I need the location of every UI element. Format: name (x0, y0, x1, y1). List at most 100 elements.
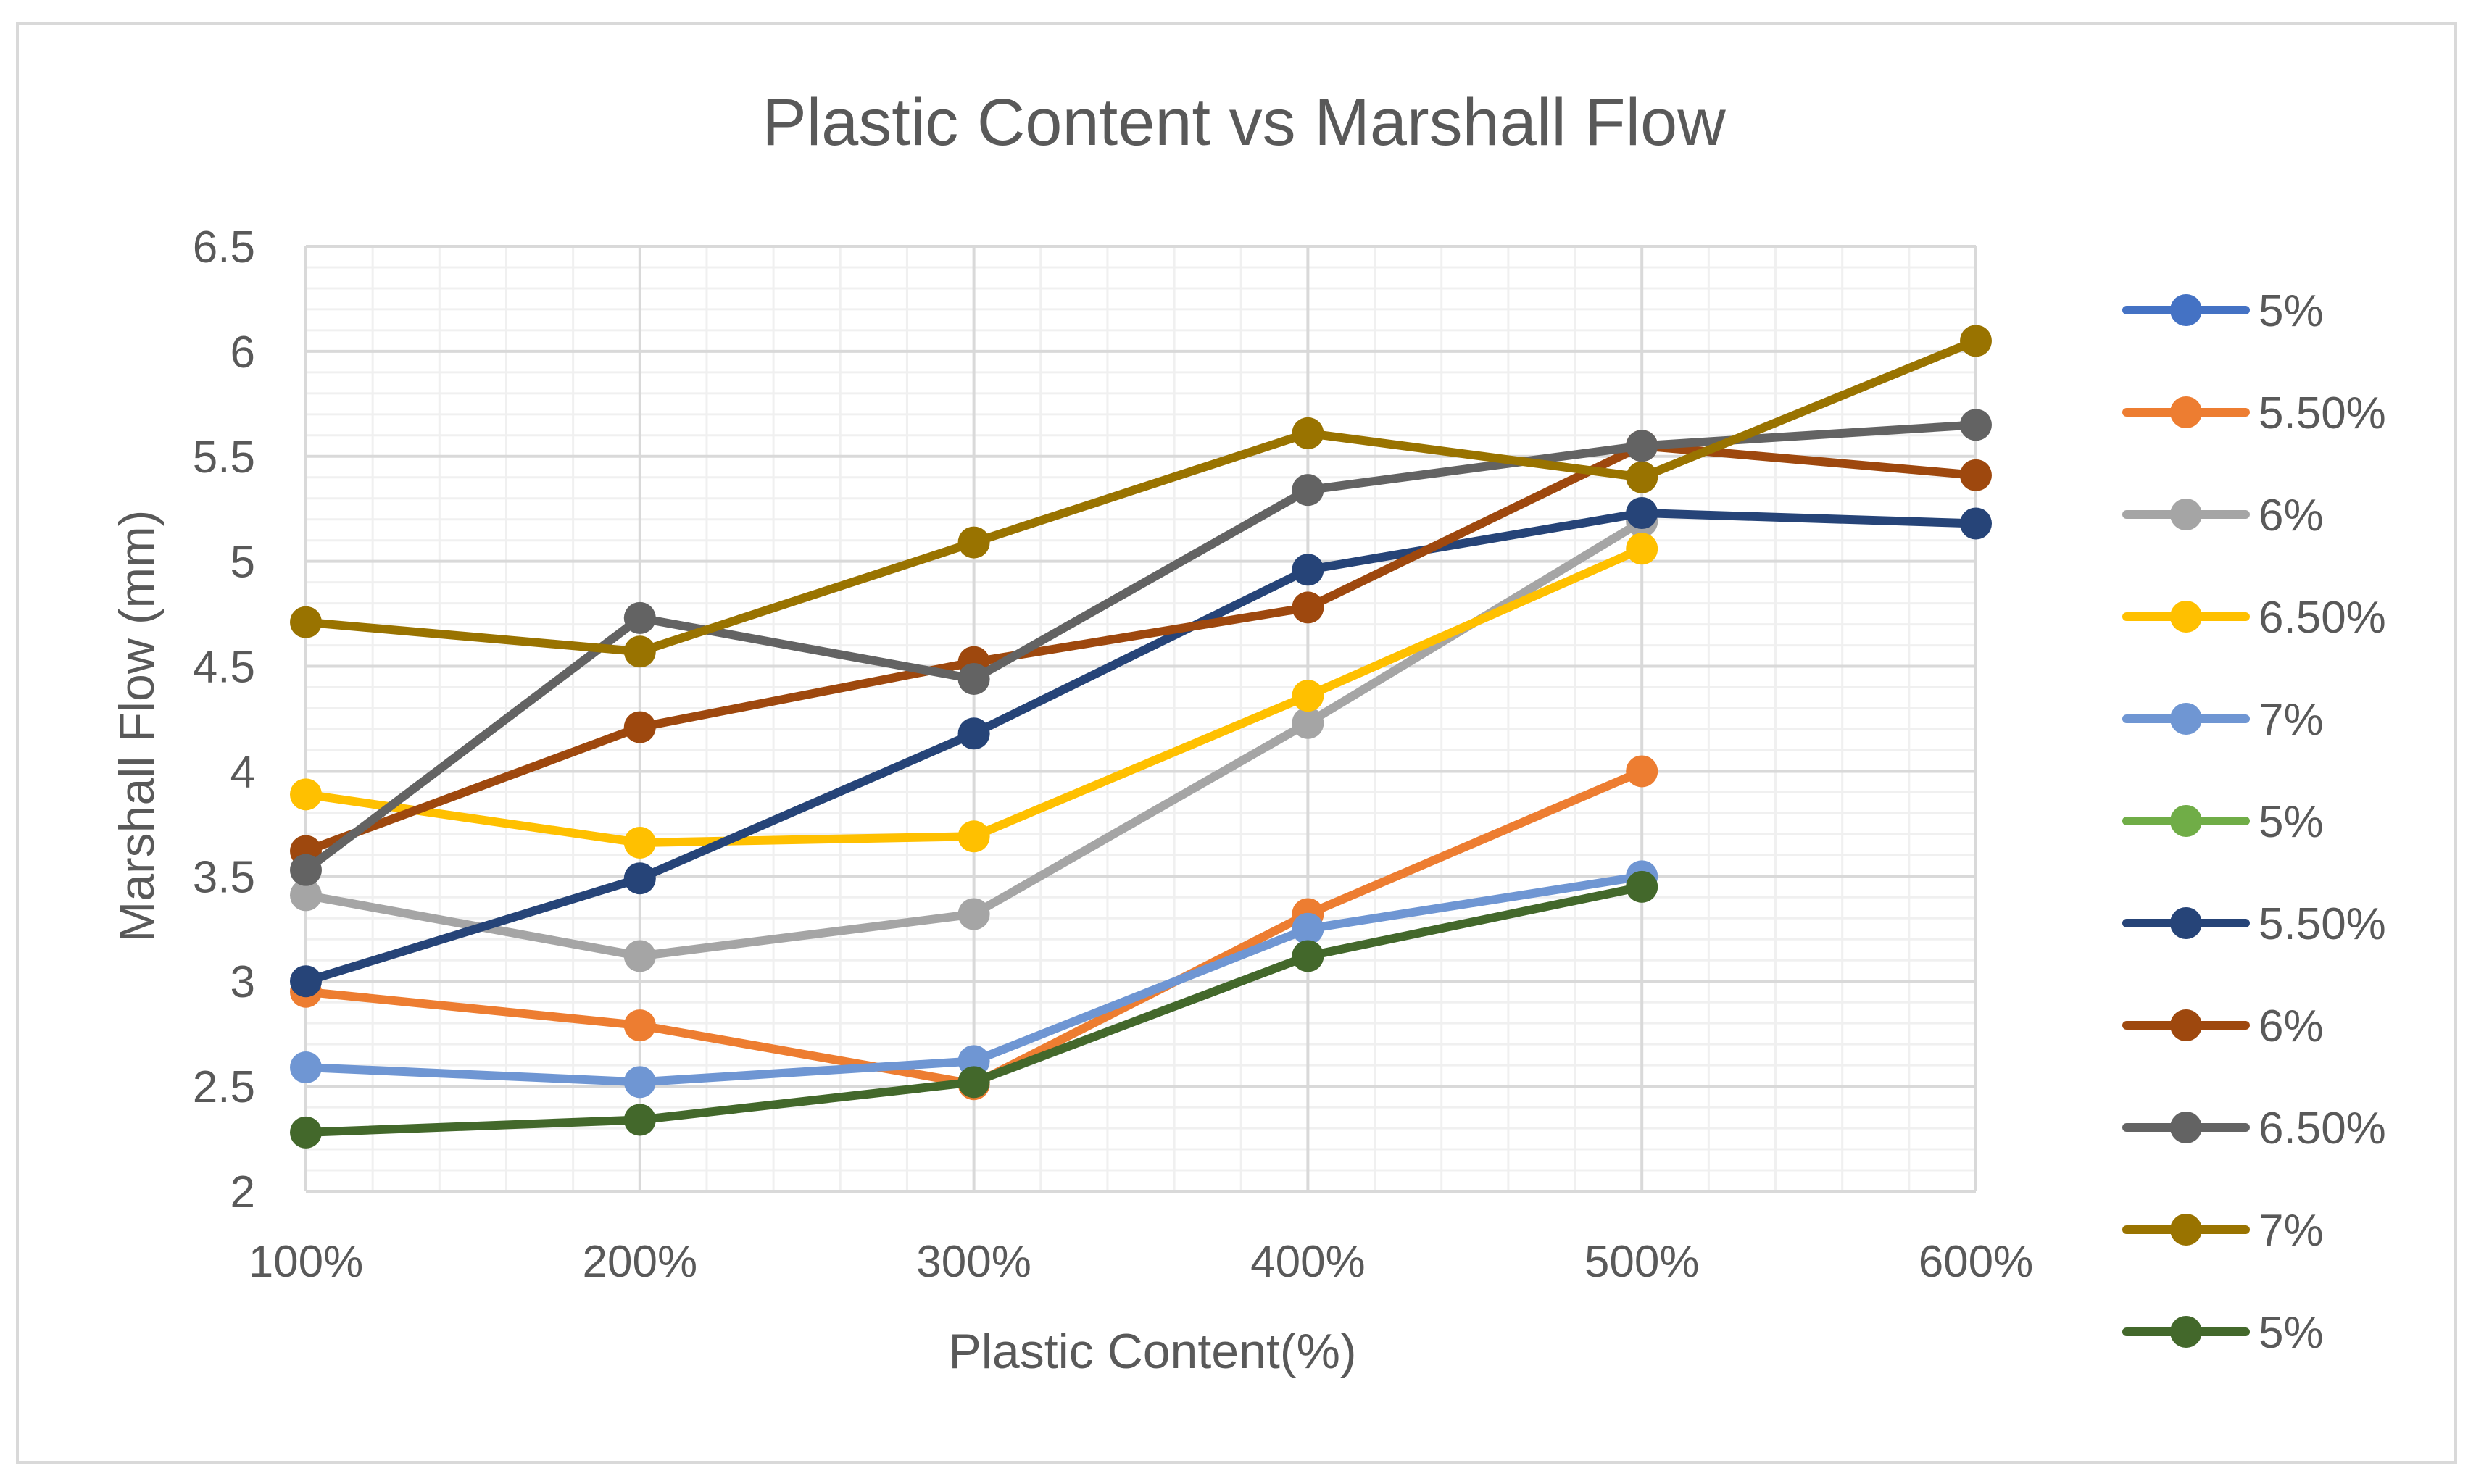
data-point (623, 635, 656, 668)
series-6 (290, 497, 1992, 998)
legend-marker (2170, 703, 2202, 735)
legend-marker (2170, 1009, 2202, 1041)
legend-marker (2170, 396, 2202, 428)
legend-marker (2170, 805, 2202, 837)
series-line (302, 420, 1980, 875)
legend-marker (2170, 601, 2202, 633)
x-tick-label: 300% (916, 1237, 1031, 1287)
series-2 (290, 505, 1658, 972)
legend-item: 5.50% (2122, 388, 2386, 438)
data-point (957, 717, 990, 750)
x-tick-label: 500% (1584, 1237, 1700, 1287)
y-tick-label: 5 (230, 538, 255, 588)
legend-marker (2170, 1214, 2202, 1246)
data-point (1626, 430, 1658, 462)
data-point (290, 854, 322, 886)
legend-label: 6.50% (2259, 1104, 2386, 1154)
series-9 (290, 325, 1992, 668)
legend-label: 5% (2259, 797, 2324, 847)
legend-label: 6% (2259, 491, 2324, 541)
data-point (1626, 755, 1658, 788)
data-point (623, 826, 656, 859)
data-point (1626, 497, 1658, 530)
legend-label: 5% (2259, 1308, 2324, 1358)
legend-label: 5.50% (2259, 388, 2386, 438)
data-point (1626, 870, 1658, 903)
x-tick-label: 600% (1919, 1237, 2034, 1287)
series-line (302, 509, 1980, 986)
data-point (623, 1066, 656, 1099)
y-tick-label: 6 (230, 328, 255, 378)
legend-item: 5% (2122, 286, 2324, 336)
data-point (957, 898, 990, 930)
series-10 (290, 870, 1658, 1149)
x-tick-label: 200% (583, 1237, 698, 1287)
data-point (623, 601, 656, 634)
data-point (1960, 325, 1992, 357)
data-point (623, 940, 656, 972)
legend-label: 6.50% (2259, 593, 2386, 643)
series-layer (290, 325, 1992, 1149)
x-tick-label: 100% (249, 1237, 364, 1287)
data-point (290, 965, 322, 998)
legend-label: 5.50% (2259, 899, 2386, 949)
legend-item: 6.50% (2122, 593, 2386, 643)
legend-marker (2170, 294, 2202, 326)
data-point (1960, 409, 1992, 441)
legend-item: 5.50% (2122, 899, 2386, 949)
legend-item: 6.50% (2122, 1104, 2386, 1154)
axis-ticks: 2 2.5 3 3.5 4 4.5 5 5.5 6 6.5 100% 200% 300% 400% 500%… (193, 222, 2033, 1287)
series-3 (290, 533, 1658, 859)
y-tick-label: 3 (230, 957, 255, 1007)
chart-area (16, 22, 2457, 1464)
y-tick-label: 4 (230, 747, 255, 797)
legend-marker (2170, 1316, 2202, 1348)
data-point (1292, 417, 1324, 449)
legend-item: 5% (2122, 797, 2324, 847)
legend-label: 7% (2259, 695, 2324, 745)
x-axis-label: Plastic Content(%) (948, 1324, 1356, 1379)
data-point (623, 862, 656, 895)
series-line (302, 336, 1980, 656)
data-point (623, 711, 656, 743)
data-point (623, 1104, 656, 1136)
legend-item: 5% (2122, 1308, 2324, 1358)
data-point (1292, 474, 1324, 507)
y-tick-label: 2 (230, 1167, 255, 1217)
data-point (1626, 533, 1658, 565)
legend-marker (2170, 907, 2202, 939)
x-tick-label: 400% (1250, 1237, 1366, 1287)
chart-title: Plastic Content vs Marshall Flow (762, 86, 1726, 159)
y-tick-label: 6.5 (193, 222, 255, 272)
y-tick-label: 4.5 (193, 643, 255, 693)
data-point (1960, 507, 1992, 540)
data-point (1292, 591, 1324, 624)
data-point (1292, 554, 1324, 586)
legend-label: 5% (2259, 286, 2324, 336)
data-point (957, 526, 990, 559)
data-point (290, 1116, 322, 1149)
plot-grid (304, 245, 1977, 1193)
legend-item: 7% (2122, 1206, 2324, 1256)
data-point (957, 662, 990, 695)
data-point (1960, 459, 1992, 491)
legend: 5% 5.50% 6% 6.50% 7% 5% 5.50% 6% 6.50% 7% 5% (2122, 286, 2386, 1358)
y-tick-label: 3.5 (193, 852, 255, 902)
data-point (290, 606, 322, 638)
data-point (1292, 680, 1324, 712)
data-point (1626, 461, 1658, 493)
y-tick-label: 2.5 (193, 1062, 255, 1112)
data-point (1292, 706, 1324, 739)
legend-marker (2170, 499, 2202, 530)
legend-item: 7% (2122, 695, 2324, 745)
data-point (1292, 940, 1324, 972)
legend-item: 6% (2122, 1001, 2324, 1051)
data-point (623, 1009, 656, 1042)
legend-item: 6% (2122, 491, 2324, 541)
data-point (957, 1066, 990, 1099)
data-point (957, 820, 990, 853)
y-tick-label: 5.5 (193, 433, 255, 483)
series-8 (290, 409, 1992, 886)
data-point (290, 1051, 322, 1084)
